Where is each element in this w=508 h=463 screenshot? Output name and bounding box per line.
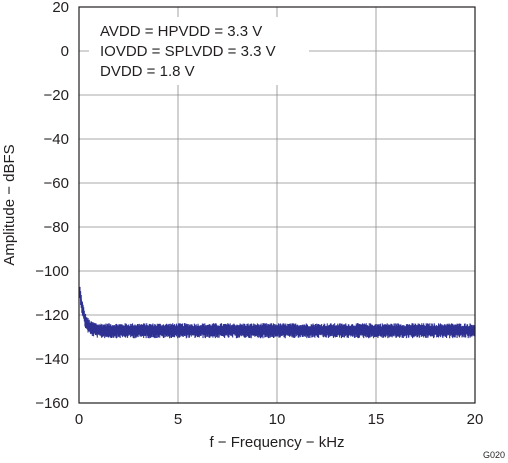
y-tick-label: 20 <box>52 0 69 16</box>
y-tick-label: −60 <box>44 175 69 192</box>
y-tick-label: −100 <box>35 263 69 280</box>
y-tick-label: −140 <box>35 351 69 368</box>
x-axis-title: f − Frequency − kHz <box>209 434 344 451</box>
x-tick-label: 20 <box>467 411 484 428</box>
series-line <box>79 292 475 332</box>
y-axis-title: Amplitude − dBFS <box>1 144 18 265</box>
y-tick-label: −160 <box>35 395 69 412</box>
y-tick-label: −120 <box>35 307 69 324</box>
y-tick-label: 0 <box>61 43 69 60</box>
figure-id: G020 <box>483 450 505 460</box>
annotation-line-3: DVDD = 1.8 V <box>100 63 195 80</box>
y-tick-labels: 20 0 −20 −40 −60 −80 −100 −120 −140 −160 <box>35 0 69 412</box>
x-tick-labels: 0 5 10 15 20 <box>75 411 484 428</box>
x-tick-label: 15 <box>368 411 385 428</box>
y-tick-label: −80 <box>44 219 69 236</box>
x-tick-label: 0 <box>75 411 83 428</box>
plot-frame <box>78 6 476 404</box>
annotation-box <box>89 17 309 85</box>
annotation-line-2: IOVDD = SPLVDD = 3.3 V <box>100 43 276 60</box>
y-tick-label: −20 <box>44 87 69 104</box>
x-tick-label: 5 <box>174 411 182 428</box>
x-tick-label: 10 <box>269 411 286 428</box>
y-tick-label: −40 <box>44 131 69 148</box>
annotation-line-1: AVDD = HPVDD = 3.3 V <box>100 23 262 40</box>
